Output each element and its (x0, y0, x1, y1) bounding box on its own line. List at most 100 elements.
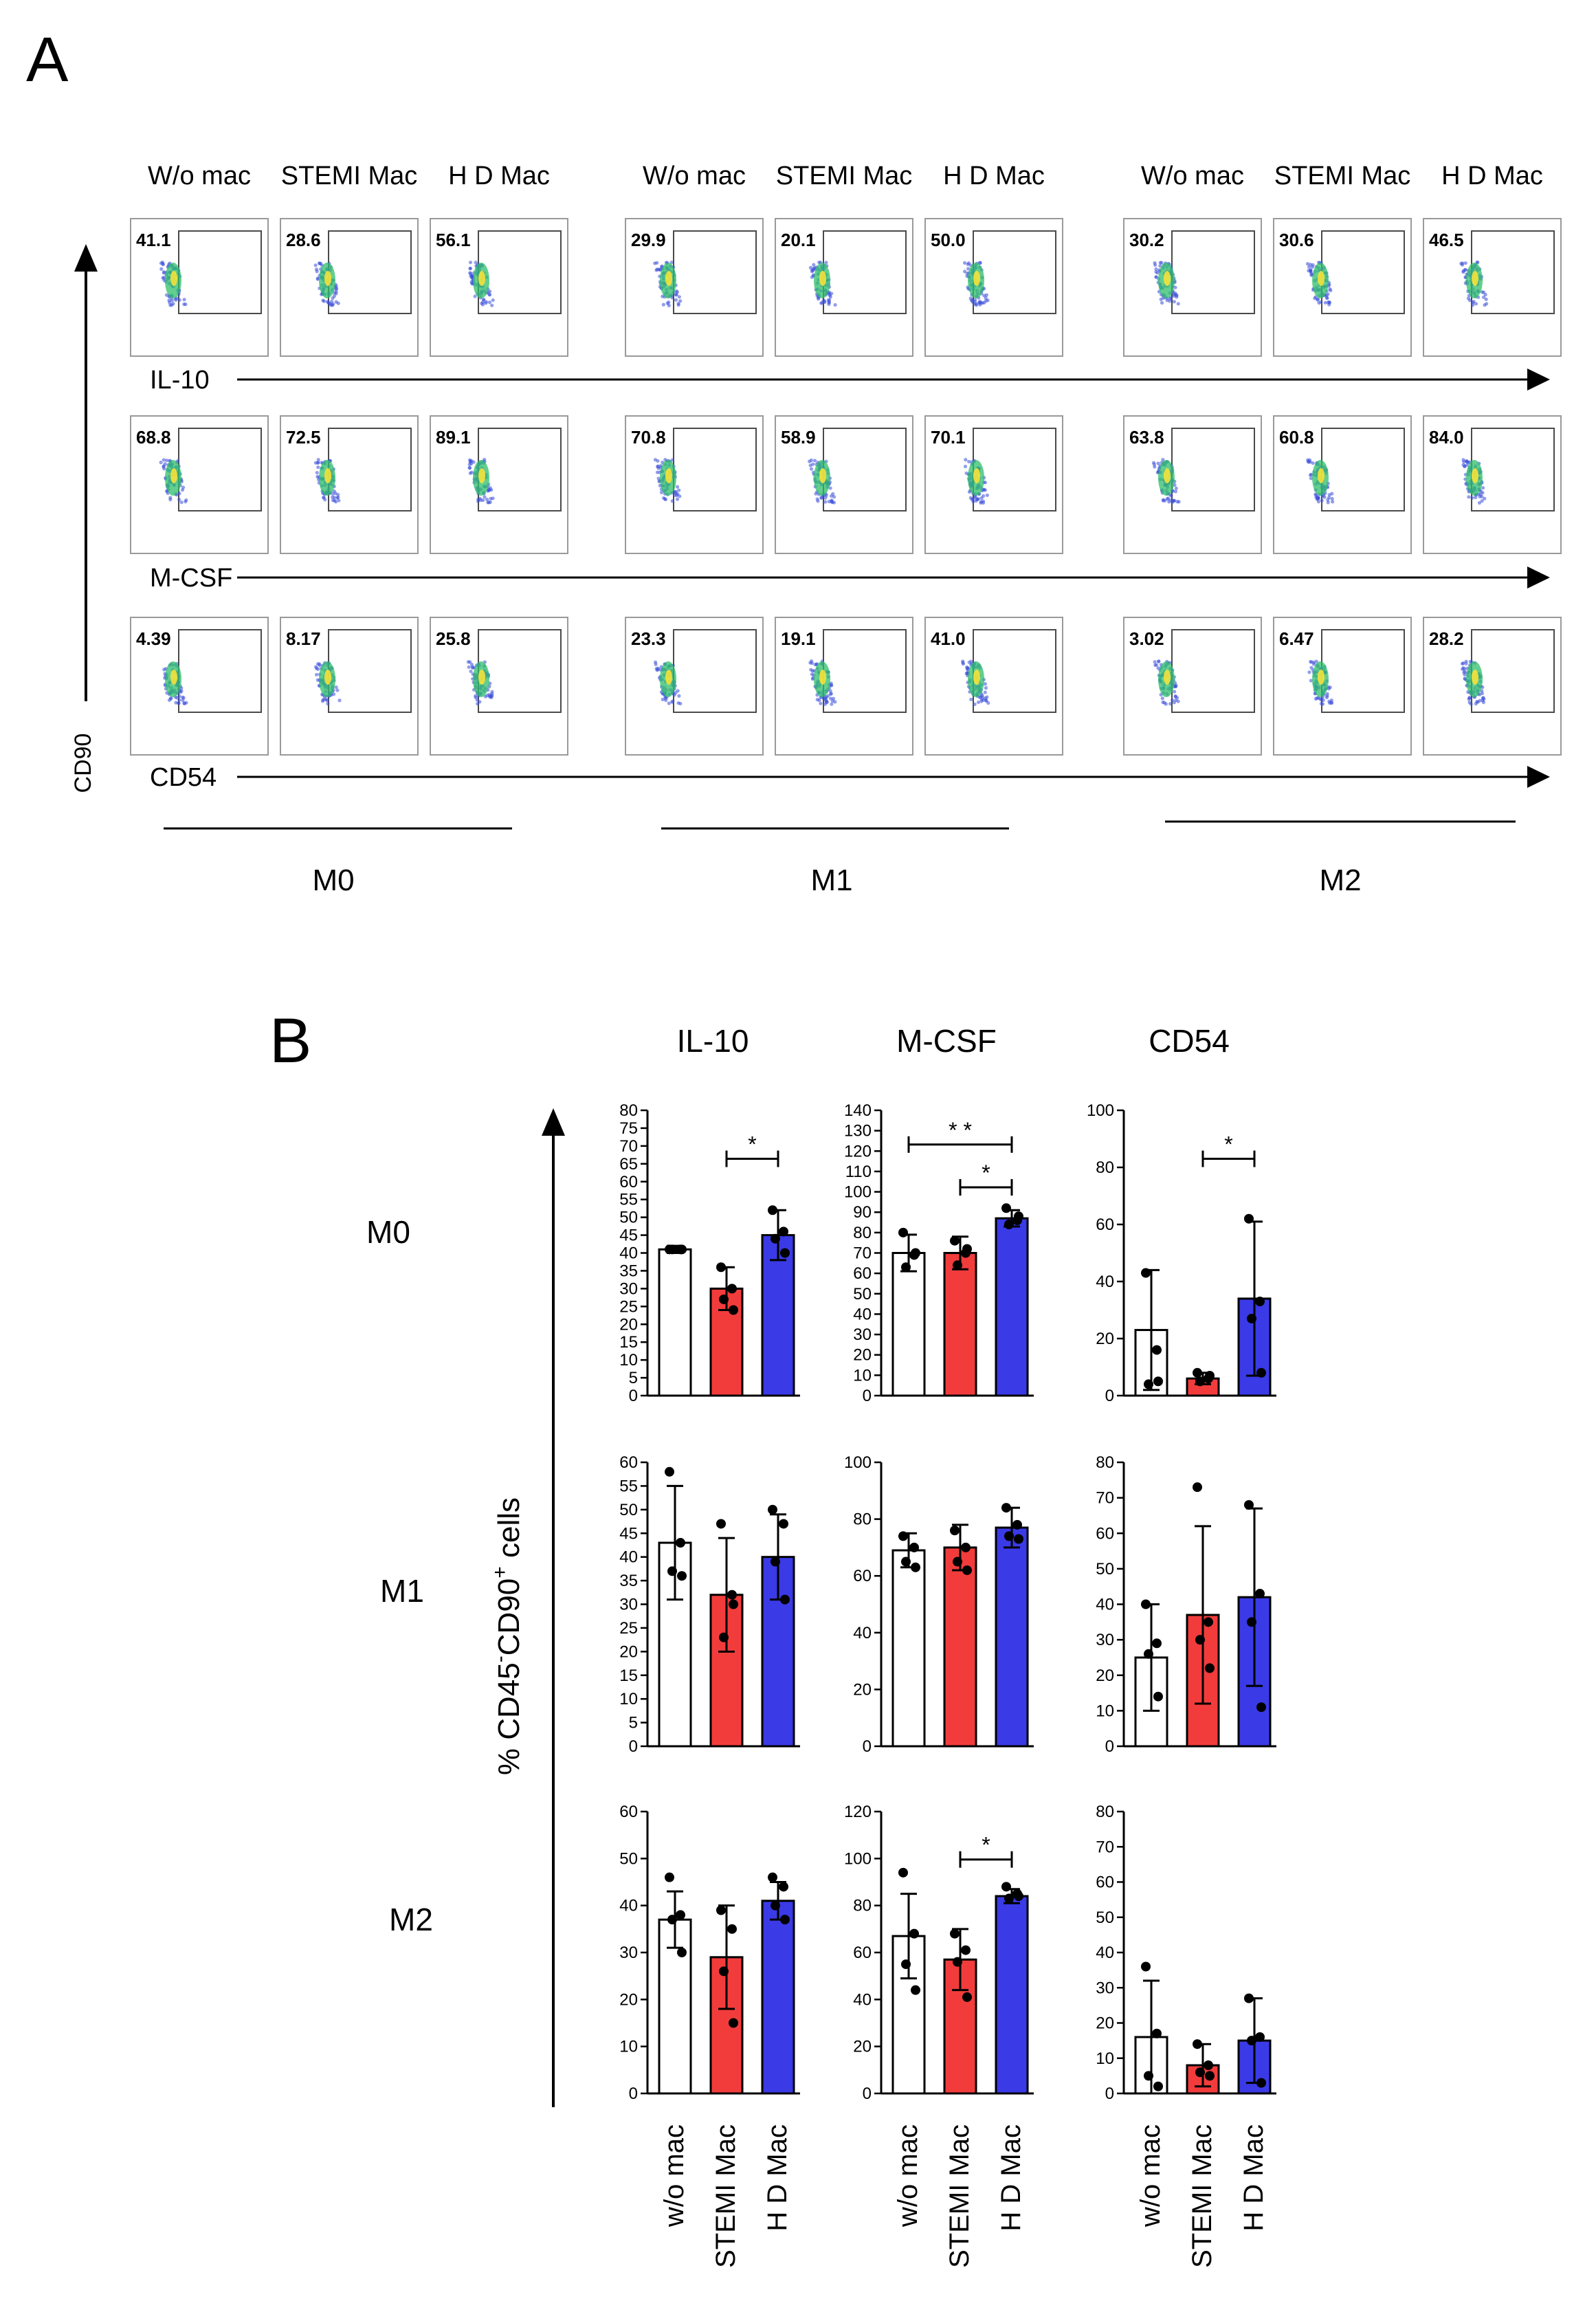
y-tick-label: 60 (1096, 1524, 1114, 1543)
event-dot (159, 267, 164, 271)
density-peak (1318, 468, 1325, 483)
y-tick-label: 130 (844, 1122, 872, 1141)
density-peak (170, 271, 177, 286)
event-dot (322, 299, 326, 303)
event-dot (1173, 285, 1177, 289)
event-dot (316, 465, 320, 470)
data-point (1247, 2036, 1256, 2046)
gate-percentage: 8.17 (286, 628, 321, 649)
y-tick-label: 100 (844, 1453, 872, 1472)
panel-b-letter: B (269, 1006, 311, 1076)
data-point (1193, 1482, 1202, 1493)
gate-percentage: 89.1 (436, 427, 471, 448)
gate-percentage: 30.6 (1279, 230, 1314, 250)
bar-chart-m1-m-csf: 0 20 40 60 80 100 (844, 1453, 1034, 1756)
event-dot (1307, 670, 1311, 674)
event-dot (487, 500, 491, 505)
event-dot (967, 459, 971, 464)
y-tick-label: 10 (619, 2038, 638, 2056)
event-dot (1478, 698, 1482, 703)
data-point (1247, 1617, 1256, 1627)
density-peak (665, 670, 672, 685)
event-dot (1461, 270, 1465, 274)
event-dot (964, 471, 968, 475)
event-dot (164, 459, 169, 463)
event-dot (467, 665, 471, 669)
event-dot (670, 700, 674, 704)
data-point (1244, 1499, 1254, 1510)
gate-percentage: 70.8 (631, 427, 666, 448)
data-point (1247, 1313, 1256, 1323)
event-dot (983, 690, 987, 694)
event-dot (830, 702, 834, 706)
event-dot (819, 496, 823, 500)
flow-plot: 46.5 (1423, 218, 1562, 357)
event-dot (1467, 495, 1471, 499)
flow-plot: 30.6 (1273, 218, 1412, 357)
event-dot (1460, 661, 1465, 666)
event-dot (809, 458, 814, 463)
bar-h-d-mac (761, 1234, 795, 1397)
event-dot (1465, 459, 1469, 463)
data-point (961, 1542, 971, 1552)
y-tick-label: 80 (1096, 1803, 1114, 1821)
event-dot (1173, 690, 1177, 694)
density-peak (819, 468, 826, 483)
y-axis-label-part: % CD45 (492, 1662, 526, 1775)
bar-chart-m2-cd54: 0 10 20 30 40 50 60 70 80 (1096, 1803, 1276, 2103)
condition-header: W/o mac (148, 162, 251, 190)
density-peak (1472, 468, 1478, 483)
density-peak (1164, 670, 1171, 685)
event-dot (969, 697, 973, 701)
y-tick-label: 20 (853, 1346, 872, 1365)
event-dot (827, 292, 831, 296)
data-point (1193, 2039, 1202, 2049)
event-dot (966, 666, 971, 670)
data-point (1244, 1213, 1254, 1224)
event-dot (316, 461, 320, 465)
bar-h-d-mac (995, 1895, 1029, 2095)
event-dot (1172, 294, 1176, 298)
flow-plot: 60.8 (1273, 415, 1412, 554)
data-point (953, 1957, 962, 1967)
event-dot (675, 497, 680, 501)
event-dot (1474, 495, 1478, 500)
event-dot (1316, 496, 1320, 500)
y-axis-label-part: CD90 (492, 1578, 526, 1656)
y-tick-label: 40 (1096, 1596, 1114, 1614)
density-peak (324, 468, 331, 483)
gate-percentage: 58.9 (781, 427, 816, 448)
y-tick-label: 10 (1096, 1702, 1114, 1720)
event-dot (1460, 263, 1465, 267)
data-point (1001, 1882, 1011, 1892)
event-dot (319, 261, 323, 266)
y-tick-label: 0 (863, 1387, 872, 1405)
event-dot (977, 300, 982, 305)
data-point (676, 1538, 685, 1548)
event-dot (335, 287, 339, 291)
event-dot (487, 300, 492, 305)
y-arrow-head (542, 1108, 565, 1136)
density-peak (324, 271, 331, 286)
event-dot (965, 272, 969, 276)
data-point (909, 1928, 919, 1939)
event-dot (315, 470, 319, 475)
y-tick-label: 40 (619, 1897, 638, 1915)
event-dot (829, 494, 834, 498)
event-dot (661, 697, 665, 702)
event-dot (1308, 263, 1313, 267)
density-peak (1472, 670, 1478, 685)
event-dot (1463, 667, 1467, 671)
y-axis-label-part: + (489, 1566, 511, 1578)
y-tick-label: 140 (844, 1101, 872, 1120)
event-dot (1466, 296, 1470, 300)
gate-percentage: 63.8 (1129, 427, 1164, 448)
data-point (898, 1227, 908, 1238)
data-point (768, 1504, 777, 1515)
gate-percentage: 72.5 (286, 427, 321, 448)
x-category-label: STEMI Mac (1187, 2124, 1217, 2268)
condition-header: H D Mac (943, 162, 1045, 190)
event-dot (1314, 659, 1318, 663)
data-point (771, 1900, 780, 1911)
event-dot (1480, 290, 1484, 294)
